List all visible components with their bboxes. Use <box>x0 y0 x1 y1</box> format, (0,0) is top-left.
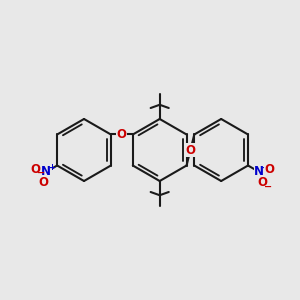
Text: O: O <box>185 143 195 157</box>
Text: O: O <box>30 163 40 176</box>
Text: −: − <box>264 182 272 191</box>
Text: O: O <box>257 176 267 189</box>
Text: N: N <box>254 166 264 178</box>
Text: N: N <box>41 166 51 178</box>
Text: O: O <box>265 163 275 176</box>
Text: +: + <box>262 163 268 172</box>
Text: +: + <box>48 163 55 172</box>
Text: O: O <box>117 128 127 141</box>
Text: −: − <box>37 168 45 178</box>
Text: O: O <box>38 176 48 189</box>
